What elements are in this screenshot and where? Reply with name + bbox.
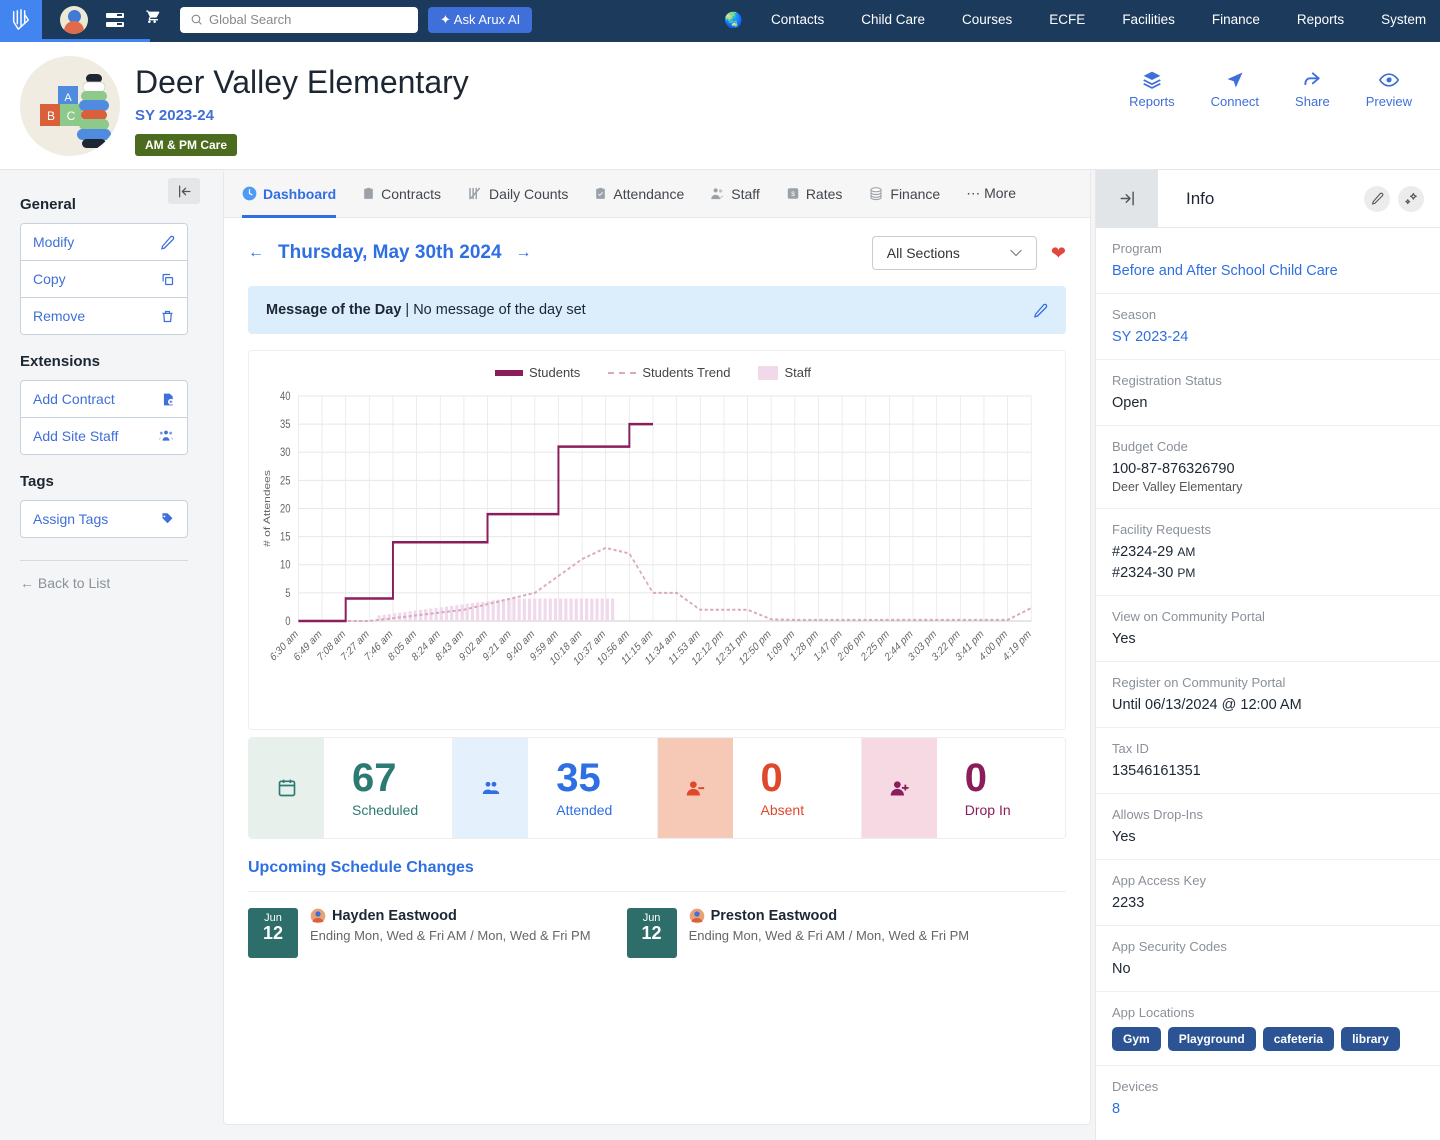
svg-text:20: 20 [280, 503, 291, 516]
svg-text:35: 35 [280, 418, 291, 431]
svg-text:5: 5 [285, 587, 290, 600]
svg-text:A: A [64, 92, 72, 104]
svg-text:15: 15 [280, 531, 291, 544]
svg-text:$: $ [791, 191, 795, 198]
svg-text:25: 25 [280, 474, 291, 487]
svg-text:C: C [67, 109, 76, 123]
svg-text:30: 30 [280, 446, 291, 459]
svg-text:10: 10 [280, 559, 291, 572]
svg-text:0: 0 [285, 615, 290, 628]
svg-text:40: 40 [280, 390, 291, 403]
svg-text:# of Attendees: # of Attendees [262, 469, 273, 546]
svg-text:B: B [47, 109, 55, 123]
